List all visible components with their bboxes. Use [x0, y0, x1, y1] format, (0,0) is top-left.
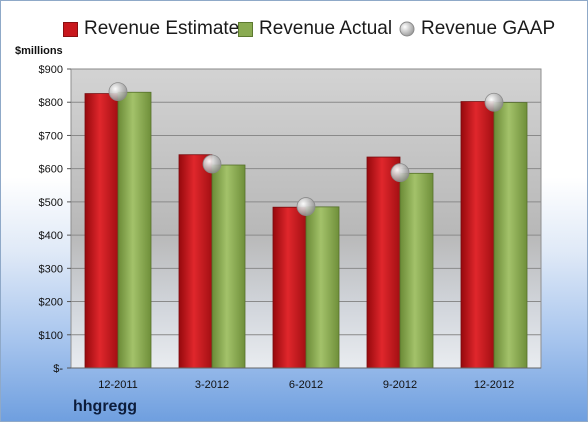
x-tick-label: 12-2012 [474, 379, 514, 391]
legend-item-estimate: Revenue Estimate [63, 15, 239, 43]
bar-revenue-estimate [366, 156, 401, 369]
marker-revenue-gaap [484, 92, 504, 112]
legend-item-actual: Revenue Actual [238, 15, 392, 43]
bar-revenue-actual [399, 172, 434, 369]
y-tick-label: $400 [39, 230, 63, 242]
bar-revenue-estimate [178, 154, 213, 369]
marker-revenue-gaap [202, 154, 222, 174]
marker-revenue-gaap [108, 82, 128, 101]
bars [84, 91, 528, 369]
legend-swatch-actual [238, 21, 253, 37]
y-axis: $- $100 $200 $300 $400 $500 $600 $700 $800 $900 [39, 64, 71, 375]
y-axis-units-label: $millions [15, 45, 63, 57]
y-tick-label: $500 [39, 197, 63, 209]
y-tick-label: $700 [39, 130, 63, 142]
y-tick-label: $200 [39, 297, 63, 309]
legend-label-gaap: Revenue GAAP [421, 18, 556, 39]
bar-revenue-actual [493, 102, 528, 369]
legend-label-estimate: Revenue Estimate [84, 18, 240, 39]
y-tick-label: $800 [39, 97, 63, 109]
x-tick-label: 12-2011 [98, 379, 138, 391]
bar-revenue-actual [117, 91, 152, 369]
x-tick-label: 9-2012 [383, 379, 417, 391]
legend-swatch-estimate [63, 21, 78, 37]
y-tick-label: $100 [39, 330, 63, 342]
bar-revenue-estimate [272, 206, 307, 369]
y-tick-label: $600 [39, 164, 63, 176]
legend-marker-gaap [399, 21, 415, 37]
marker-revenue-gaap [296, 197, 316, 216]
company-name: hhgregg [73, 398, 137, 415]
x-axis: 12-2011 3-2012 6-2012 9-2012 12-2012 [71, 367, 541, 391]
bar-revenue-actual [211, 164, 246, 369]
marker-revenue-gaap [390, 163, 410, 183]
gaap-markers [108, 82, 504, 216]
bar-revenue-actual [305, 206, 340, 369]
legend: Revenue Estimate Revenue Actual Revenue … [1, 15, 587, 43]
y-tick-label: $300 [39, 263, 63, 275]
x-tick-label: 3-2012 [195, 379, 229, 391]
bar-revenue-estimate [460, 101, 495, 369]
legend-label-actual: Revenue Actual [259, 18, 393, 39]
x-tick-label: 6-2012 [289, 379, 323, 391]
legend-item-gaap: Revenue GAAP [399, 15, 555, 43]
y-tick-label: $900 [39, 64, 63, 76]
y-tick-label: $- [53, 363, 63, 375]
bar-revenue-estimate [84, 93, 119, 369]
